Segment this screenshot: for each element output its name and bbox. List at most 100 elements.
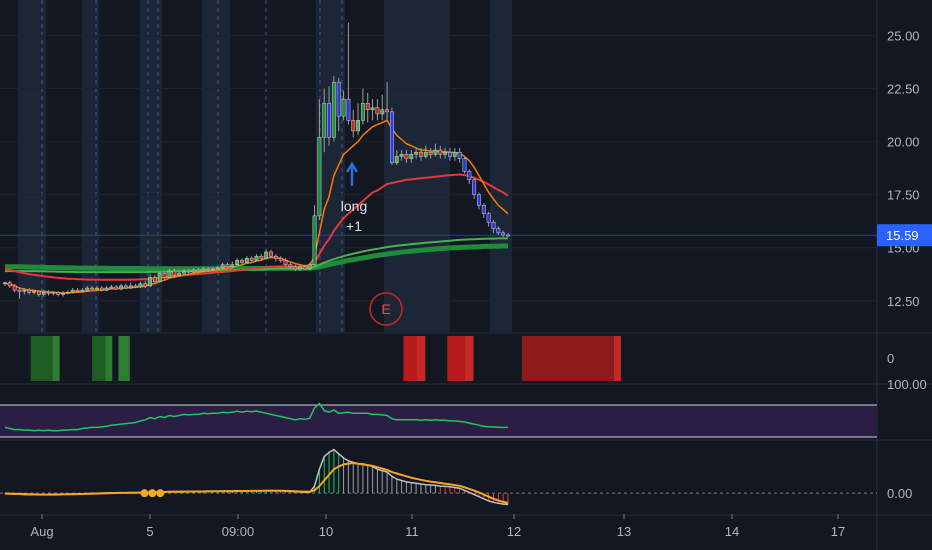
candle-body [322, 103, 327, 138]
time-axis: Aug 5 09:00 10 11 12 13 14 17 [30, 514, 845, 539]
candle-body [307, 264, 312, 270]
rsi-top-label: 100.00 [887, 377, 927, 392]
candle [481, 203, 486, 218]
candle-body [501, 232, 506, 236]
candle-body [467, 171, 472, 181]
candle-body [409, 154, 414, 159]
candle [423, 145, 428, 159]
candle [201, 266, 206, 273]
candle [133, 283, 138, 289]
candle [443, 147, 448, 159]
candle [162, 271, 167, 280]
candle-body [394, 156, 399, 164]
price-tick-label: 20.00 [887, 135, 920, 150]
session-band [490, 0, 512, 332]
candle-body [152, 277, 157, 282]
candle [380, 94, 385, 121]
candle-body [254, 255, 259, 261]
candle [307, 262, 312, 270]
candle [394, 150, 399, 165]
candle [259, 254, 264, 261]
candle-body [496, 228, 501, 234]
candle-body [380, 109, 385, 115]
signal-label-count: +1 [346, 218, 362, 234]
candle [409, 150, 414, 163]
candle [70, 288, 75, 294]
osc-marker-dot [148, 489, 157, 498]
chart-background [18, 0, 512, 332]
time-tick-label: 10 [319, 524, 333, 539]
candle [128, 282, 133, 290]
candle-body [80, 289, 85, 292]
candle-body [375, 107, 380, 115]
candle-body [370, 107, 375, 111]
candle [404, 150, 409, 163]
candle [17, 288, 22, 299]
candle [32, 290, 36, 295]
candle-body [12, 285, 17, 291]
signal-label-long: long [341, 198, 367, 214]
candle [472, 177, 477, 199]
candle [206, 266, 211, 272]
candle-body [51, 292, 56, 294]
candle [283, 258, 288, 267]
osc-marker-dot [140, 489, 149, 498]
annotations: long +1 E [341, 161, 403, 326]
osc-marker-dot [156, 489, 165, 498]
candle-body [148, 277, 153, 287]
time-tick-label: 5 [146, 524, 153, 539]
candle [138, 281, 143, 289]
candle [230, 261, 235, 268]
candle-body [186, 270, 191, 273]
candle-body [128, 285, 133, 289]
candle-body [336, 81, 341, 117]
candle-body [462, 158, 467, 172]
candle [452, 147, 457, 161]
oscillator-pane: 0.00 [0, 448, 912, 506]
time-tick-label: Aug [30, 524, 53, 539]
candle-body [423, 151, 428, 157]
candle [365, 92, 370, 123]
candle-body [162, 272, 167, 278]
candle-body [418, 151, 423, 157]
candle [56, 291, 61, 297]
candle [360, 88, 365, 125]
candle-body [41, 292, 46, 295]
event-marker-circle [369, 292, 403, 326]
candle-body [215, 267, 220, 270]
candle [389, 107, 394, 165]
time-tick-label: 11 [405, 524, 419, 539]
candle [191, 267, 196, 274]
candle-body [273, 255, 278, 259]
candle [438, 145, 443, 159]
candle [428, 147, 433, 159]
candle-body [46, 292, 51, 294]
candle-body [399, 154, 404, 157]
candle-body [225, 264, 230, 268]
candle-body [94, 287, 99, 290]
session-band [82, 0, 99, 332]
candle [462, 156, 467, 174]
candle-body [269, 251, 273, 257]
candle-body [414, 151, 419, 155]
osc-main-line [4, 461, 509, 504]
candle [220, 262, 225, 269]
candle-body [264, 251, 269, 259]
candle [293, 264, 298, 272]
candle-body [114, 286, 119, 290]
candle [288, 262, 293, 269]
candle [80, 288, 85, 293]
candle-body [389, 111, 394, 164]
candle-body [491, 221, 496, 229]
candle-body [61, 293, 65, 295]
candle-body [385, 109, 390, 113]
session-band [140, 0, 162, 332]
time-tick-label: 12 [507, 524, 521, 539]
candle-body [196, 269, 201, 272]
candle [22, 288, 27, 295]
squeeze-bar [92, 336, 106, 381]
candle-body [65, 292, 70, 294]
price-tick-label: 17.50 [887, 188, 920, 203]
